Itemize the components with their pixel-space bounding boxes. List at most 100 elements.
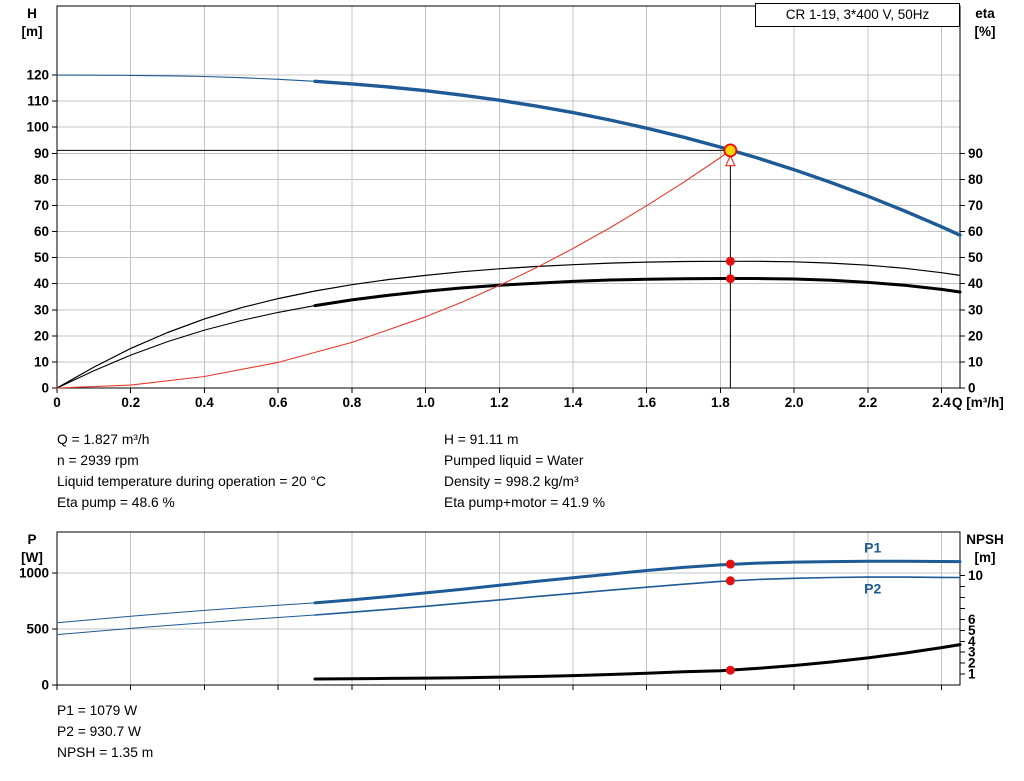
svg-text:0: 0 [53,395,61,410]
head-curve-min-flow [56,74,316,82]
svg-text:90: 90 [968,146,983,161]
svg-text:2.0: 2.0 [785,395,804,410]
svg-text:5: 5 [968,623,976,638]
hq-tick-labels: 0 0.2 0.4 0.6 0.8 1.0 1.2 1.4 1.6 1.8 2.0 2.2 2.4 0 10… [26,68,983,410]
p2-curve-min-flow [56,614,316,636]
svg-text:1.2: 1.2 [490,395,509,410]
duty-info-left: Q = 1.827 m³/h n = 2939 rpm Liquid tempe… [57,429,326,513]
info-line-p2: P2 = 930.7 W [57,724,141,739]
power-axis-titles: P [W] NPSH [m] [21,532,1004,565]
pump-model-box: CR 1-19, 3*400 V, 50Hz [755,3,960,27]
svg-text:3: 3 [968,645,976,660]
duty-arrow [724,154,736,167]
p2-marker[interactable] [725,576,735,586]
svg-text:1.4: 1.4 [564,395,583,410]
svg-text:1.6: 1.6 [637,395,656,410]
svg-text:0: 0 [968,381,976,396]
info-line-liquid-temp: Liquid temperature during operation = 20… [57,474,326,489]
duty-point-marker[interactable] [723,143,738,158]
svg-text:40: 40 [34,276,49,291]
svg-text:P: P [27,532,36,547]
hq-frame [56,5,961,389]
p1-curve-min-flow [56,602,316,624]
svg-text:0.2: 0.2 [121,395,140,410]
info-line-eta-pump-motor: Eta pump+motor = 41.9 % [444,495,606,510]
head-curve [313,79,962,237]
svg-text:60: 60 [968,224,983,239]
svg-text:H: H [27,6,37,21]
system-curve [56,149,731,389]
eta-pump-curve [56,260,961,389]
svg-text:50: 50 [34,250,49,265]
svg-text:1.8: 1.8 [711,395,730,410]
hq-grid [57,6,960,388]
p1-marker[interactable] [725,559,735,569]
power-grid [57,532,960,685]
svg-text:[%]: [%] [975,24,996,39]
p1-label: P1 [864,539,881,555]
svg-text:30: 30 [34,302,49,317]
info-line-eta-pump: Eta pump = 48.6 % [57,495,175,510]
svg-text:0.8: 0.8 [342,395,361,410]
svg-text:110: 110 [27,94,49,109]
svg-text:20: 20 [34,328,49,343]
svg-text:6: 6 [968,612,976,627]
hq-axis-titles: H [m] eta [%] Q [m³/h] [22,6,1004,410]
info-line-q: Q = 1.827 m³/h [57,432,150,447]
svg-text:90: 90 [34,146,49,161]
svg-text:100: 100 [26,120,49,135]
info-line-pumped-liquid: Pumped liquid = Water [444,453,584,468]
power-info: P1 = 1079 W P2 = 930.7 W NPSH = 1.35 m [57,700,153,763]
svg-text:0: 0 [41,381,49,396]
p1-curve [313,559,962,605]
p2-curve [314,576,961,616]
svg-text:[W]: [W] [21,550,43,565]
svg-text:2: 2 [968,656,976,671]
eta-pump-motor-curve [313,277,962,308]
info-line-density: Density = 998.2 kg/m³ [444,474,579,489]
svg-text:60: 60 [34,224,49,239]
eta-pump-motor-marker[interactable] [725,274,735,284]
svg-text:4: 4 [968,634,976,649]
svg-text:0.6: 0.6 [269,395,288,410]
svg-text:eta: eta [975,6,995,21]
svg-text:80: 80 [968,172,983,187]
info-line-h: H = 91.11 m [444,432,519,447]
info-line-p1: P1 = 1079 W [57,703,138,718]
svg-text:10: 10 [968,354,983,369]
svg-text:2.2: 2.2 [858,395,877,410]
svg-text:2.4: 2.4 [932,395,951,410]
npsh-marker[interactable] [725,665,735,675]
info-line-speed: n = 2939 rpm [57,453,139,468]
svg-text:1.0: 1.0 [416,395,435,410]
svg-text:40: 40 [968,276,983,291]
hq-duty-crosshair [57,149,731,388]
svg-text:70: 70 [968,198,983,213]
info-line-npsh: NPSH = 1.35 m [57,745,154,760]
svg-text:[m]: [m] [975,550,996,565]
svg-text:20: 20 [968,328,983,343]
eta-pump-marker[interactable] [725,256,735,266]
duty-info-right: H = 91.11 m Pumped liquid = Water Densit… [444,429,605,513]
svg-text:50: 50 [968,250,983,265]
power-ticks [52,572,965,690]
eta-pump-motor-min-flow [56,305,316,389]
svg-text:[m]: [m] [22,24,43,39]
svg-text:1: 1 [968,667,976,682]
svg-text:10: 10 [968,568,983,583]
svg-text:0.4: 0.4 [195,395,214,410]
svg-text:1000: 1000 [19,565,49,580]
svg-text:30: 30 [968,302,983,317]
svg-text:0: 0 [41,678,49,693]
p2-label: P2 [864,581,881,597]
npsh-curve [313,643,962,681]
svg-text:80: 80 [34,172,49,187]
svg-text:120: 120 [26,68,49,83]
svg-text:70: 70 [34,198,49,213]
svg-text:500: 500 [26,621,49,636]
svg-text:NPSH: NPSH [966,532,1004,547]
hq-ticks [52,74,965,393]
